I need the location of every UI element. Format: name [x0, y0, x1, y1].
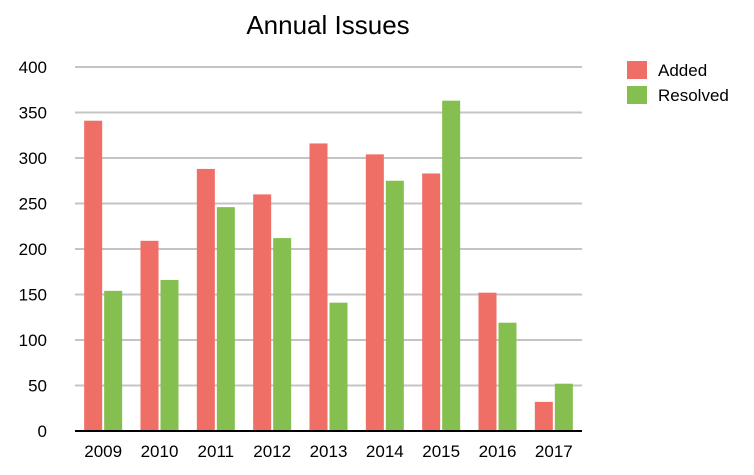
bar-added-2010: [140, 240, 159, 431]
x-tick-label: 2009: [84, 442, 122, 461]
bar-added-2009: [84, 120, 103, 431]
x-tick-label: 2014: [366, 442, 404, 461]
y-axis-ticks: 0 50 100 150 200 250 300 350 400: [19, 58, 47, 441]
x-tick-label: 2016: [479, 442, 517, 461]
bar-resolved-2015: [442, 100, 461, 432]
y-tick-label: 350: [19, 104, 47, 123]
y-tick-label: 100: [19, 331, 47, 350]
x-tick-label: 2017: [535, 442, 573, 461]
bars: [84, 100, 573, 432]
x-tick-label: 2013: [310, 442, 348, 461]
bar-added-2011: [196, 168, 215, 432]
x-tick-label: 2010: [141, 442, 179, 461]
legend-swatch-resolved: [627, 86, 647, 104]
y-tick-label: 200: [19, 240, 47, 259]
chart-title: Annual Issues: [246, 10, 409, 40]
y-tick-label: 150: [19, 286, 47, 305]
y-tick-label: 400: [19, 58, 47, 77]
x-tick-label: 2011: [198, 442, 235, 461]
legend-label-added: Added: [658, 61, 707, 80]
y-tick-label: 0: [38, 422, 47, 441]
bar-resolved-2014: [385, 180, 404, 431]
bar-added-2017: [534, 401, 553, 431]
x-tick-label: 2015: [422, 442, 460, 461]
x-axis-ticks: 2009 2010 2011 2012 2013 2014 2015 2016 2017: [84, 442, 572, 461]
legend-label-resolved: Resolved: [658, 86, 729, 105]
bar-resolved-2009: [104, 290, 123, 431]
bar-resolved-2013: [329, 302, 348, 431]
bar-added-2012: [253, 194, 272, 431]
bar-added-2016: [478, 292, 497, 431]
bar-added-2013: [309, 143, 328, 431]
y-tick-label: 50: [28, 377, 47, 396]
legend: Added Resolved: [627, 61, 729, 105]
bar-added-2015: [422, 173, 441, 431]
bar-added-2014: [365, 154, 384, 432]
bar-resolved-2017: [554, 383, 573, 431]
gridlines: [75, 66, 582, 387]
legend-swatch-added: [627, 61, 647, 79]
bar-resolved-2010: [160, 279, 179, 431]
y-tick-label: 300: [19, 149, 47, 168]
y-tick-label: 250: [19, 195, 47, 214]
bar-resolved-2016: [498, 322, 517, 431]
bar-resolved-2011: [216, 207, 235, 431]
x-tick-label: 2012: [253, 442, 291, 461]
bar-resolved-2012: [273, 238, 292, 431]
